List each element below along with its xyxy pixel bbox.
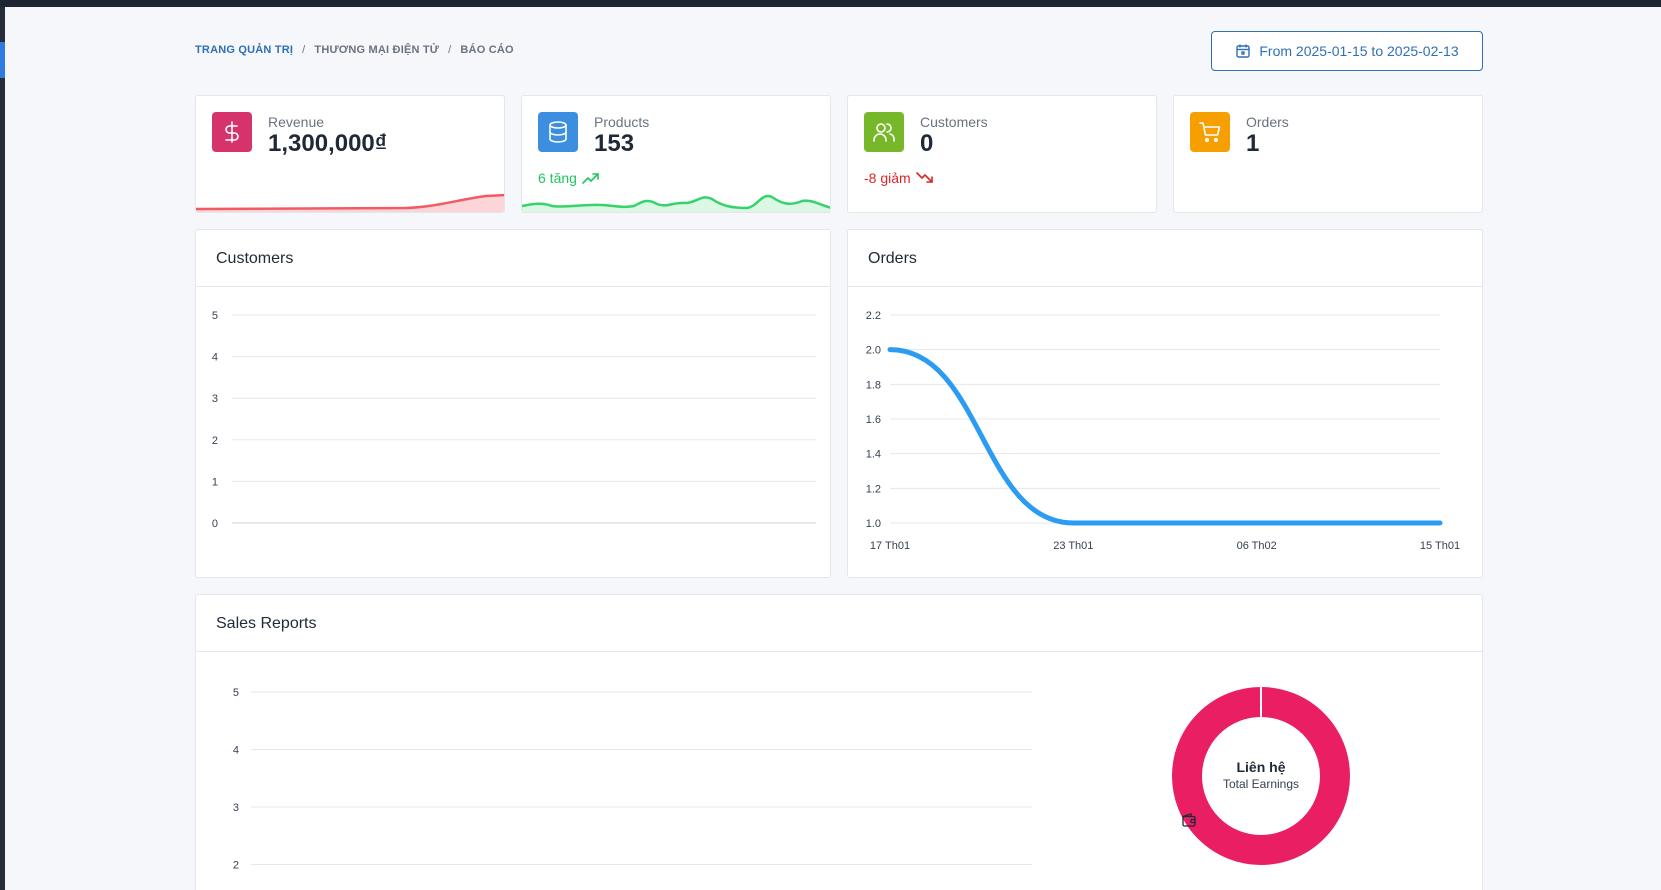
- panel-divider: [848, 286, 1482, 287]
- y-tick-label: 2: [233, 860, 239, 872]
- customers-chart-panel: Customers 0 1 2 3 4 5: [195, 229, 831, 578]
- y-tick-label: 4: [212, 352, 218, 364]
- customers-card: Customers 0 -8 giảm: [847, 95, 1157, 213]
- trending-down-icon: [915, 172, 933, 183]
- dollar-icon: [225, 121, 239, 143]
- revenue-sparkline: [196, 193, 504, 212]
- breadcrumb-separator: /: [448, 44, 452, 56]
- y-tick-label: 3: [212, 393, 218, 405]
- orders-label: Orders: [1246, 114, 1289, 130]
- breadcrumb-separator: /: [302, 44, 306, 56]
- top-bar: [0, 0, 1661, 7]
- breadcrumb-section[interactable]: THƯƠNG MẠI ĐIỆN TỬ: [314, 44, 440, 56]
- revenue-label: Revenue: [268, 114, 325, 130]
- orders-value: 1: [1246, 130, 1260, 157]
- y-tick-label: 1: [212, 476, 218, 488]
- calendar-icon: [1236, 44, 1251, 58]
- y-tick-label: 4: [233, 745, 239, 757]
- orders-icon-box: [1190, 112, 1230, 152]
- products-label: Products: [594, 114, 650, 130]
- orders-chart-title: Orders: [868, 250, 917, 267]
- x-tick-label: 17 Th01: [870, 540, 910, 552]
- products-trend-text: 6 tăng: [538, 170, 577, 186]
- breadcrumb: TRANG QUẢN TRỊ / THƯƠNG MẠI ĐIỆN TỬ / BÁ…: [195, 44, 514, 56]
- customers-chart: 0 1 2 3 4 5: [212, 310, 816, 530]
- trending-up-icon: [582, 173, 599, 184]
- donut-title: Liên hệ: [1236, 759, 1286, 775]
- sidebar-edge: [0, 7, 5, 890]
- revenue-value: 1,300,000₫: [268, 130, 388, 157]
- revenue-icon-box: [212, 112, 252, 152]
- sidebar-active-indicator: [0, 42, 5, 78]
- products-value: 153: [594, 130, 635, 157]
- y-tick-label: 1.0: [866, 518, 881, 530]
- x-tick-label: 15 Th01: [1420, 540, 1460, 552]
- customers-trend-text: -8 giảm: [864, 170, 911, 186]
- products-trend: 6 tăng: [538, 170, 600, 186]
- breadcrumb-home-link[interactable]: TRANG QUẢN TRỊ: [195, 44, 294, 56]
- panel-divider: [196, 651, 1482, 652]
- y-tick-label: 2: [212, 435, 218, 447]
- donut-subtitle: Total Earnings: [1222, 777, 1300, 791]
- customers-value: 0: [920, 130, 934, 157]
- wallet-icon: [1182, 813, 1196, 827]
- y-tick-label: 0: [212, 518, 218, 530]
- products-card: Products 153 6 tăng: [521, 95, 831, 213]
- customers-label: Customers: [920, 114, 988, 130]
- y-tick-label: 1.6: [866, 414, 881, 426]
- breadcrumb-current: BÁO CÁO: [460, 44, 514, 56]
- orders-chart-panel: Orders 1.0 1.2 1.4 1.6 1.8 2.0 2.2 17 Th01 23 Th…: [847, 229, 1483, 578]
- users-icon: [873, 123, 895, 142]
- donut-center: Liên hệ Total Earnings: [1181, 755, 1341, 827]
- x-tick-label: 06 Th02: [1237, 540, 1277, 552]
- y-tick-label: 2.0: [866, 345, 881, 357]
- sales-reports-panel: Sales Reports 5 4 3 2 Liên hệ Total Earning…: [195, 594, 1483, 890]
- sales-reports-title: Sales Reports: [216, 615, 317, 632]
- products-icon-box: [538, 112, 578, 152]
- orders-series-line: [887, 347, 1443, 526]
- y-tick-label: 2.2: [866, 310, 881, 322]
- revenue-card: Revenue 1,300,000₫: [195, 95, 505, 213]
- y-tick-label: 3: [233, 802, 239, 814]
- y-tick-label: 5: [233, 687, 239, 699]
- sales-chart: 5 4 3 2: [233, 686, 1350, 872]
- orders-card: Orders 1: [1173, 95, 1483, 213]
- customers-icon-box: [864, 112, 904, 152]
- products-sparkline: [522, 194, 830, 212]
- y-tick-label: 5: [212, 310, 218, 322]
- database-icon: [549, 121, 567, 143]
- x-tick-label: 23 Th01: [1053, 540, 1093, 552]
- y-tick-label: 1.2: [866, 483, 881, 495]
- customers-chart-title: Customers: [216, 250, 294, 267]
- date-range-label: From 2025-01-15 to 2025-02-13: [1259, 43, 1459, 59]
- y-tick-label: 1.8: [866, 379, 881, 391]
- cart-icon: [1199, 122, 1221, 143]
- panel-divider: [196, 286, 830, 287]
- y-tick-label: 1.4: [866, 449, 881, 461]
- date-range-button[interactable]: From 2025-01-15 to 2025-02-13: [1211, 31, 1483, 71]
- customers-trend: -8 giảm: [864, 170, 934, 186]
- orders-chart: 1.0 1.2 1.4 1.6 1.8 2.0 2.2 17 Th01 23 Th01 06 Th…: [866, 310, 1460, 552]
